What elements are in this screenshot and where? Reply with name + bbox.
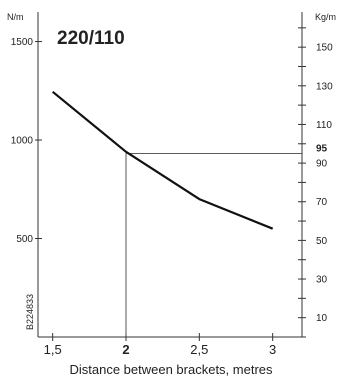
y-right-tick-label: 95 [316, 143, 328, 154]
plot-area: 500 1000 1500 10 30 50 70 90 95 110 130 150 1,5 2 2,5 3 [11, 12, 333, 357]
x-tick-label: 2 [122, 342, 129, 357]
chart-code: B224833 [25, 294, 35, 330]
x-tick-label: 3 [269, 342, 276, 357]
y-left-tick-label: 500 [16, 234, 33, 245]
y-right-tick-label: 50 [316, 236, 328, 247]
y-left-tick-label: 1500 [11, 37, 34, 48]
y-left-tick-label: 1000 [11, 136, 34, 147]
y-right-tick-label: 110 [316, 120, 332, 131]
x-tick-label: 1,5 [44, 342, 62, 357]
y-right-tick-label: 130 [316, 81, 333, 92]
y-right-tick-label: 10 [316, 313, 328, 324]
chart-title: 220/110 [57, 28, 125, 49]
series-line [53, 92, 273, 229]
x-tick-label: 2,5 [190, 342, 208, 357]
y-right-tick-label: 90 [316, 159, 328, 170]
y-right-tick-label: 30 [316, 275, 328, 286]
y-right-tick-label: 70 [316, 197, 328, 208]
x-axis-label: Distance between brackets, metres [69, 362, 273, 377]
y-right-tick-label: 150 [316, 43, 333, 54]
left-axis-unit: N/m [7, 12, 24, 22]
right-axis-unit: Kg/m [315, 12, 336, 22]
